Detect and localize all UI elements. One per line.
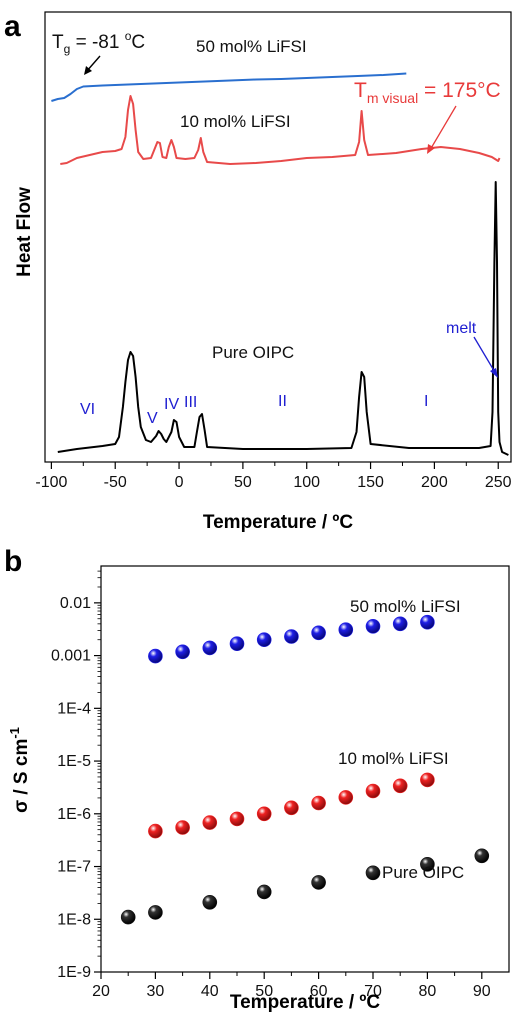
conductivity-point [175,644,190,660]
conductivity-point [148,823,163,839]
conductivity-point [120,909,136,925]
panel-b-x-tick-label: 50 [255,983,273,1000]
panel-b-y-tick-label: 1E-5 [57,753,91,770]
panel-label-b: b [4,545,22,578]
conductivity-point [365,618,381,634]
melt-arrow [473,336,497,375]
panel-b-y-tick-label: 1E-7 [57,859,91,876]
panel-b-x-tick-label: 80 [419,983,437,1000]
series-b-label-10: 10 mol% LiFSI [338,749,449,768]
panel-b-y-tick-label: 1E-4 [57,700,91,717]
conductivity-point [338,790,354,805]
conductivity-point [284,629,299,644]
dsc-trace-0 [51,72,407,102]
conductivity-point [392,778,408,794]
conductivity-point [420,614,435,630]
panel-a-x-axis-title: Temperature / ºC [203,512,353,533]
conductivity-point [148,905,163,920]
conductivity-point [365,865,381,881]
conductivity-point [202,640,218,656]
conductivity-point [229,811,245,827]
panel-a-x-ticks: -100 -50 0 50 100 150 200 250 [35,462,512,491]
conductivity-point [311,625,326,641]
panel-b-x-tick-label: 30 [147,983,165,1000]
panel-a-x-tick-label: 100 [293,474,320,491]
phase-label-iv: IV [164,396,179,413]
conductivity-point [202,894,218,910]
panel-b-points [120,614,490,925]
panel-b-y-tick-label: 1E-9 [57,964,91,981]
panel-b-y-tick-label: 1E-6 [57,806,91,823]
panel-b-x-tick-label: 90 [473,983,491,1000]
panel-b-y-tick-label: 0.001 [51,648,91,665]
dsc-trace-1 [60,95,501,165]
panel-a-x-tick-label: 200 [421,474,448,491]
conductivity-point [420,772,435,788]
conductivity-point [474,848,490,864]
conductivity-point [256,632,272,648]
panel-a-chart: -100 -50 0 50 100 150 200 250 Temperature / ºC … [14,11,512,533]
phase-label-ii: II [278,393,287,410]
conductivity-point [148,648,163,664]
dsc-trace-2 [57,181,509,456]
series-b-label-pure: Pure OIPC [382,863,464,882]
tm-arrow [429,105,457,151]
panel-b-x-tick-label: 20 [92,983,110,1000]
panel-b-x-axis-title: Temperature / ºC [230,992,380,1013]
conductivity-point [365,783,381,799]
melt-annotation: melt [446,320,477,337]
phase-label-v: V [147,410,158,427]
conductivity-point [256,884,272,900]
panel-b-chart: 20 30 40 50 60 70 80 90 1E-91E-81E-71E-61E-51E-… [7,565,510,1013]
panel-a-x-tick-label: 150 [357,474,384,491]
conductivity-point [175,820,190,835]
panel-b-y-ticks: 1E-9 1E-8 1E-7 1E-6 1E-5 1E-4 0.001 0.01 [51,570,101,981]
conductivity-point [256,806,272,822]
panel-b-x-tick-label: 70 [364,983,382,1000]
conductivity-point [202,815,218,830]
tg-arrow-head [84,66,92,75]
tm-arrow-head [427,144,435,154]
panel-a-lines [51,72,509,456]
panel-a-x-tick-label: -100 [35,474,67,491]
series-b-label-50: 50 mol% LiFSI [350,597,461,616]
panel-a-x-tick-label: 250 [485,474,512,491]
conductivity-point [420,856,435,872]
panel-a-y-axis-title: Heat Flow [14,187,35,277]
panel-a-x-tick-label: -50 [104,474,127,491]
panel-b-y-tick-label: 0.01 [60,595,91,612]
panel-b-x-ticks: 20 30 40 50 60 70 80 90 [92,972,491,1000]
panel-a-x-tick-label: 0 [175,474,184,491]
conductivity-point [311,875,326,890]
phase-label-iii: III [184,394,197,411]
panel-b-y-tick-label: 1E-8 [57,911,91,928]
conductivity-point [338,622,354,638]
panel-b-x-tick-label: 60 [310,983,328,1000]
tg-annotation: Tg = -81 oC [52,29,145,56]
panel-a-frame [44,11,512,463]
conductivity-point [229,636,245,652]
phase-label-vi: VI [80,401,95,418]
conductivity-point [284,800,299,816]
tm-annotation: Tm visual = 175°C [354,79,501,106]
series-label-10: 10 mol% LiFSI [180,112,291,131]
series-label-pure: Pure OIPC [212,343,294,362]
panel-a-x-tick-label: 50 [234,474,252,491]
melt-arrow-head [490,368,498,378]
conductivity-point [311,795,326,811]
panel-b-y-axis-title: σ / S cm-1 [7,727,32,813]
panel-b-x-tick-label: 40 [201,983,219,1000]
panel-label-a: a [4,10,21,43]
conductivity-point [392,616,408,632]
series-label-50: 50 mol% LiFSI [196,37,307,56]
phase-label-i: I [424,393,428,410]
